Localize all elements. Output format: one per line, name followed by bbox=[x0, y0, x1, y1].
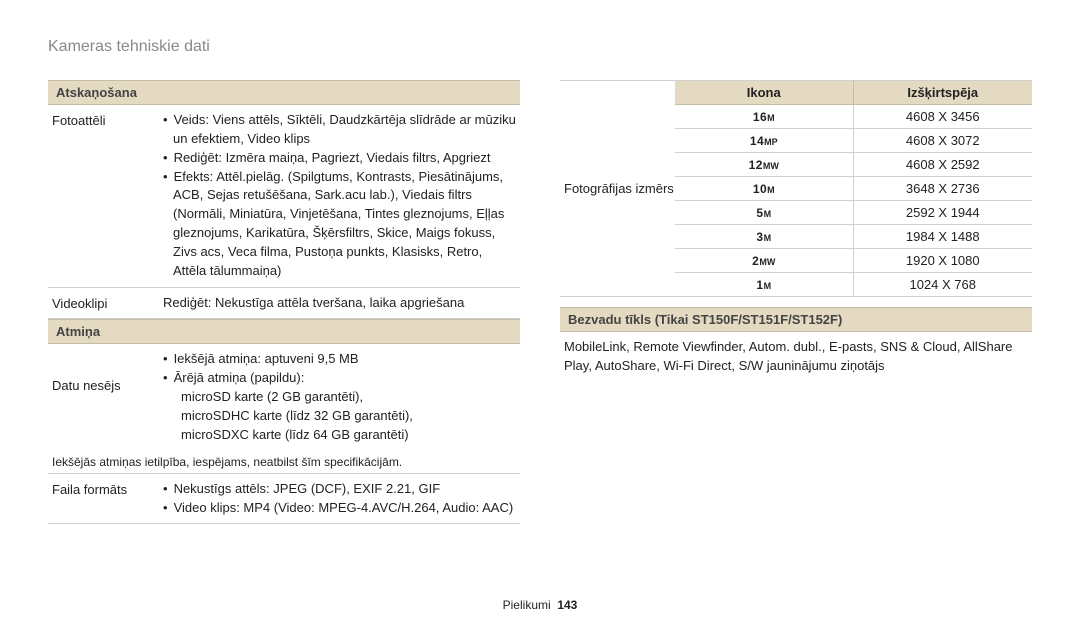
right-column: Fotogrāfijas izmērs Ikona Izšķirtspēja 1… bbox=[560, 80, 1032, 524]
label-photo-size: Fotogrāfijas izmērs bbox=[560, 81, 675, 297]
value-fotoatteli: Veids: Viens attēls, Sīktēli, Daudzkārtē… bbox=[163, 111, 520, 281]
section-memory: Atmiņa bbox=[48, 319, 520, 344]
size-icon: 1M bbox=[675, 273, 854, 296]
page-footer: Pielikumi 143 bbox=[0, 598, 1080, 612]
size-resolution: 1984 X 1488 bbox=[854, 225, 1033, 248]
size-row: 1M1024 X 768 bbox=[675, 273, 1032, 297]
size-icon: 16M bbox=[675, 105, 854, 128]
datu-indent: microSDHC karte (līdz 32 GB garantēti), bbox=[163, 407, 516, 426]
section-playback: Atskaņošana bbox=[48, 80, 520, 105]
size-resolution: 4608 X 2592 bbox=[854, 153, 1033, 176]
content-columns: Atskaņošana Fotoattēli Veids: Viens attē… bbox=[48, 80, 1032, 524]
label-faila-formats: Faila formāts bbox=[48, 480, 163, 497]
row-fotoatteli: Fotoattēli Veids: Viens attēls, Sīktēli,… bbox=[48, 105, 520, 288]
size-resolution: 4608 X 3456 bbox=[854, 105, 1033, 128]
foto-bullet: Rediģēt: Izmēra maiņa, Pagriezt, Viedais… bbox=[163, 149, 516, 168]
label-videoklipi: Videoklipi bbox=[48, 294, 163, 311]
row-datu-nesejs: Datu nesējs Iekšējā atmiņa: aptuveni 9,5… bbox=[48, 344, 520, 450]
th-izskirtspeja: Izšķirtspēja bbox=[854, 81, 1033, 104]
size-header-row: Ikona Izšķirtspēja bbox=[675, 81, 1032, 105]
size-grid: Ikona Izšķirtspēja 16M4608 X 345614MP460… bbox=[675, 81, 1032, 297]
size-row: 3M1984 X 1488 bbox=[675, 225, 1032, 249]
row-videoklipi: Videoklipi Rediģēt: Nekustīga attēla tve… bbox=[48, 288, 520, 320]
foto-bullet: Efekts: Attēl.pielāg. (Spilgtums, Kontra… bbox=[163, 168, 516, 281]
size-resolution: 2592 X 1944 bbox=[854, 201, 1033, 224]
size-resolution: 1920 X 1080 bbox=[854, 249, 1033, 272]
datu-bullet: Iekšējā atmiņa: aptuveni 9,5 MB bbox=[163, 350, 516, 369]
left-column: Atskaņošana Fotoattēli Veids: Viens attē… bbox=[48, 80, 520, 524]
size-icon: 12MW bbox=[675, 153, 854, 176]
wireless-text: MobileLink, Remote Viewfinder, Autom. du… bbox=[560, 332, 1032, 382]
th-ikona: Ikona bbox=[675, 81, 854, 104]
value-faila-formats: Nekustīgs attēls: JPEG (DCF), EXIF 2.21,… bbox=[163, 480, 520, 518]
datu-indent: microSDXC karte (līdz 64 GB garantēti) bbox=[163, 426, 516, 445]
datu-bullet: Ārējā atmiņa (papildu): bbox=[163, 369, 516, 388]
foto-bullet: Veids: Viens attēls, Sīktēli, Daudzkārtē… bbox=[163, 111, 516, 149]
size-row: 5M2592 X 1944 bbox=[675, 201, 1032, 225]
label-fotoatteli: Fotoattēli bbox=[48, 111, 163, 128]
size-icon: 5M bbox=[675, 201, 854, 224]
value-videoklipi: Rediģēt: Nekustīga attēla tveršana, laik… bbox=[163, 294, 520, 313]
size-row: 12MW4608 X 2592 bbox=[675, 153, 1032, 177]
faila-bullet: Video klips: MP4 (Video: MPEG-4.AVC/H.26… bbox=[163, 499, 516, 518]
footer-page-number: 143 bbox=[557, 598, 577, 612]
size-icon: 10M bbox=[675, 177, 854, 200]
size-row: 2MW1920 X 1080 bbox=[675, 249, 1032, 273]
size-resolution: 4608 X 3072 bbox=[854, 129, 1033, 152]
photo-size-table: Fotogrāfijas izmērs Ikona Izšķirtspēja 1… bbox=[560, 80, 1032, 297]
section-wireless: Bezvadu tīkls (Tikai ST150F/ST151F/ST152… bbox=[560, 307, 1032, 332]
size-resolution: 1024 X 768 bbox=[854, 273, 1033, 296]
footer-label: Pielikumi bbox=[503, 598, 551, 612]
memory-footnote: Iekšējās atmiņas ietilpība, iespējams, n… bbox=[48, 451, 520, 474]
size-row: 10M3648 X 2736 bbox=[675, 177, 1032, 201]
size-icon: 2MW bbox=[675, 249, 854, 272]
page-title: Kameras tehniskie dati bbox=[48, 38, 1032, 56]
value-datu-nesejs: Iekšējā atmiņa: aptuveni 9,5 MB Ārējā at… bbox=[163, 350, 520, 444]
faila-bullet: Nekustīgs attēls: JPEG (DCF), EXIF 2.21,… bbox=[163, 480, 516, 499]
size-icon: 14MP bbox=[675, 129, 854, 152]
size-icon: 3M bbox=[675, 225, 854, 248]
row-faila-formats: Faila formāts Nekustīgs attēls: JPEG (DC… bbox=[48, 474, 520, 525]
size-resolution: 3648 X 2736 bbox=[854, 177, 1033, 200]
size-row: 14MP4608 X 3072 bbox=[675, 129, 1032, 153]
size-row: 16M4608 X 3456 bbox=[675, 105, 1032, 129]
datu-indent: microSD karte (2 GB garantēti), bbox=[163, 388, 516, 407]
label-datu-nesejs: Datu nesējs bbox=[48, 350, 163, 393]
